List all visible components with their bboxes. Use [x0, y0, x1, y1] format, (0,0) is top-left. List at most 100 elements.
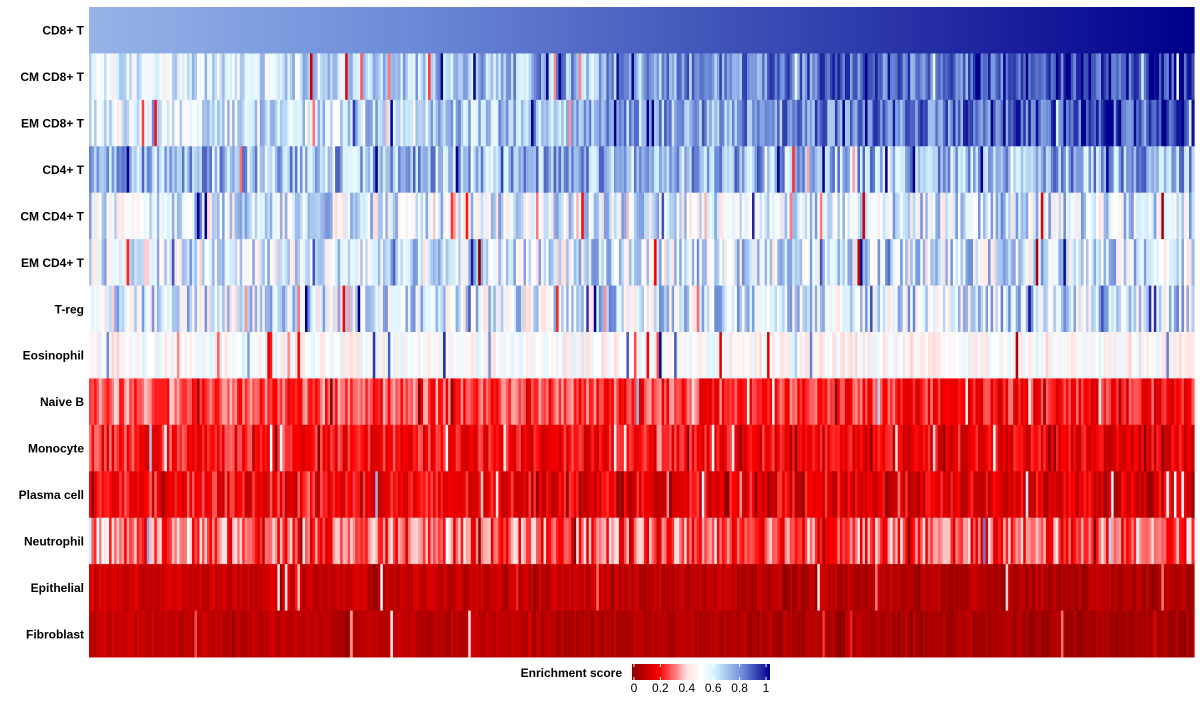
heatmap-cell: [94, 53, 98, 101]
heatmap-cell: [857, 146, 861, 194]
heatmap-cell: [661, 53, 665, 101]
heatmap-cell: [490, 332, 494, 379]
heatmap-cell: [1118, 7, 1122, 54]
heatmap-cell: [347, 53, 351, 101]
heatmap-cell: [817, 285, 821, 333]
heatmap-cell: [146, 424, 150, 472]
heatmap-cell: [784, 424, 788, 472]
heatmap-cell: [591, 53, 595, 101]
heatmap-cell: [676, 424, 680, 472]
heatmap-cell: [621, 146, 625, 194]
heatmap-cell: [558, 7, 562, 54]
heatmap-cell: [156, 332, 160, 379]
heatmap-cell: [498, 424, 502, 472]
heatmap-cell: [455, 285, 459, 333]
heatmap-cell: [284, 7, 288, 54]
heatmap-cell: [897, 99, 901, 147]
heatmap-cell: [417, 424, 422, 472]
heatmap-cell: [900, 239, 904, 287]
heatmap-cell: [279, 53, 283, 101]
heatmap-cell: [307, 378, 311, 426]
heatmap-cell: [337, 146, 341, 194]
heatmap-cell: [174, 285, 178, 333]
heatmap-cell: [704, 471, 708, 519]
heatmap-cell: [586, 192, 590, 240]
heatmap-cell: [809, 285, 813, 333]
heatmap-cell: [922, 53, 926, 101]
heatmap-cell: [377, 7, 381, 54]
heatmap-cell: [975, 53, 979, 101]
heatmap-cell: [458, 192, 462, 240]
heatmap-cell: [274, 471, 278, 519]
heatmap-cell: [789, 239, 793, 287]
heatmap-cell: [279, 285, 283, 333]
heatmap-cell: [357, 146, 361, 194]
heatmap-cell: [759, 146, 763, 194]
heatmap-cell: [325, 517, 329, 565]
heatmap-cell: [111, 378, 115, 426]
heatmap-cell: [792, 285, 796, 333]
heatmap-cell: [159, 471, 163, 519]
heatmap-cell: [1188, 378, 1193, 426]
heatmap-cell: [561, 239, 565, 287]
heatmap-cell: [119, 239, 123, 287]
heatmap-cell: [754, 7, 758, 54]
heatmap-cell: [681, 99, 685, 147]
heatmap-cell: [505, 378, 509, 426]
heatmap-cell: [483, 285, 487, 333]
heatmap-cell: [438, 517, 442, 565]
heatmap-cell: [1070, 192, 1075, 240]
heatmap-cell: [186, 146, 191, 194]
heatmap-cell: [1173, 53, 1178, 101]
heatmap-cell: [978, 7, 982, 54]
heatmap-cell: [990, 332, 994, 379]
heatmap-cell: [202, 332, 206, 379]
heatmap-cell: [372, 53, 376, 101]
heatmap-cell: [769, 239, 773, 287]
heatmap-cell: [834, 332, 838, 379]
heatmap-cell: [1040, 285, 1044, 333]
heatmap-cell: [340, 378, 344, 426]
heatmap-cell: [1126, 378, 1130, 426]
heatmap-cell: [538, 424, 542, 472]
heatmap-cell: [1053, 146, 1057, 194]
heatmap-cell: [930, 53, 934, 101]
heatmap-cell: [631, 424, 635, 472]
heatmap-cell: [990, 146, 994, 194]
heatmap-cell: [287, 517, 291, 565]
heatmap-cell: [819, 99, 823, 147]
heatmap-cell: [759, 192, 763, 240]
heatmap-cell: [259, 285, 263, 333]
heatmap-cell: [99, 332, 103, 379]
heatmap-cell: [1146, 99, 1150, 147]
heatmap-cell: [1065, 424, 1070, 472]
heatmap-cell: [674, 285, 678, 333]
heatmap-cell: [468, 424, 472, 472]
heatmap-cell: [204, 471, 208, 519]
heatmap-cell: [282, 517, 286, 565]
heatmap-cell: [214, 53, 218, 101]
heatmap-cell: [204, 424, 208, 472]
heatmap-cell: [897, 192, 901, 240]
heatmap-cell: [352, 285, 356, 333]
heatmap-cell: [1068, 53, 1072, 101]
heatmap-cell: [322, 239, 326, 287]
heatmap-cell: [541, 99, 545, 147]
heatmap-cell: [757, 424, 761, 472]
heatmap-cell: [955, 192, 959, 240]
heatmap-cell: [890, 285, 894, 333]
heatmap-cell: [513, 192, 517, 240]
heatmap-cell: [882, 146, 886, 194]
heatmap-cell: [139, 332, 143, 379]
heatmap-cell: [834, 471, 838, 519]
heatmap-cell: [849, 53, 854, 101]
heatmap-cell: [962, 7, 967, 54]
heatmap-cell: [500, 99, 504, 147]
heatmap-cell: [1136, 285, 1140, 333]
heatmap-cell: [407, 146, 412, 194]
heatmap-cell: [342, 192, 346, 240]
heatmap-cell: [854, 378, 859, 426]
heatmap-cell: [109, 424, 113, 472]
heatmap-cell: [794, 53, 798, 101]
heatmap-cell: [1091, 332, 1095, 379]
